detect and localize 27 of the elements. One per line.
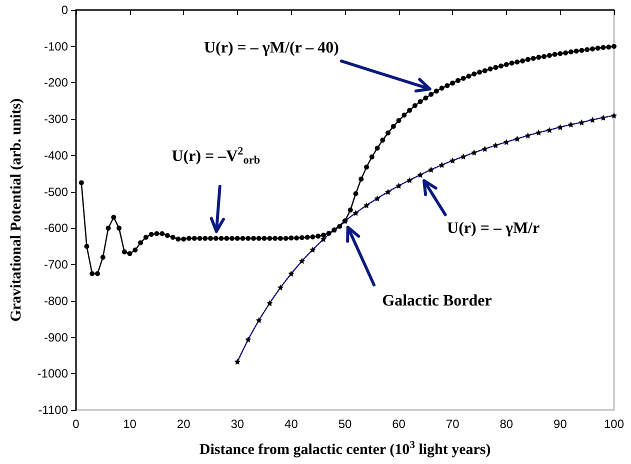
y-tick-label: -100 [44, 39, 68, 54]
y-tick-label: 0 [61, 3, 68, 17]
y-tick-label: -500 [44, 184, 68, 199]
x-tick-label: 50 [338, 417, 352, 431]
y-tick-label: -300 [44, 112, 68, 126]
x-tick-label: 40 [284, 417, 298, 431]
y-tick-label: -800 [44, 294, 68, 308]
annotation: U(r) = – γM/r [447, 220, 540, 238]
x-tick-label: 0 [72, 417, 80, 431]
annotation: Galactic Border [382, 292, 492, 310]
x-tick-label: 90 [554, 417, 568, 431]
y-tick-label: -1100 [38, 403, 68, 417]
x-tick-label: 20 [176, 417, 191, 431]
x-tick-label: 100 [604, 417, 624, 431]
y-tick-label: -900 [44, 330, 68, 344]
y-tick-label: -600 [44, 221, 68, 236]
x-tick-label: 70 [446, 417, 460, 431]
x-tick-label: 60 [392, 417, 406, 431]
annotation: U(r) = – γM/(r – 40) [204, 40, 339, 57]
y-tick-label: -200 [44, 76, 68, 90]
y-tick-label: -700 [44, 258, 68, 272]
y-axis-title: Gravitational Potential (arb. units) [8, 98, 24, 322]
x-tick-label: 80 [500, 417, 514, 431]
x-tick-label: 30 [230, 417, 244, 431]
y-tick-label: -1000 [37, 366, 68, 381]
y-tick-label: -400 [44, 148, 68, 162]
x-tick-label: 10 [123, 417, 137, 431]
